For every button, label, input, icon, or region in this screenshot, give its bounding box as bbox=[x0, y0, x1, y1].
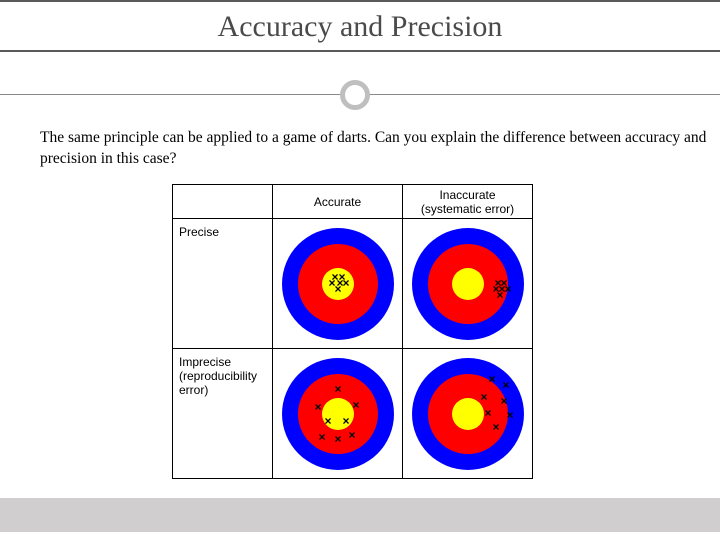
svg-text:×: × bbox=[500, 394, 507, 408]
col-header-0: Accurate bbox=[273, 185, 403, 219]
row-header-0: Precise bbox=[173, 219, 273, 349]
svg-text:×: × bbox=[334, 282, 341, 296]
svg-text:×: × bbox=[496, 288, 503, 302]
footer-band bbox=[0, 498, 720, 532]
svg-text:×: × bbox=[352, 398, 359, 412]
svg-text:×: × bbox=[334, 382, 341, 396]
ring-icon bbox=[340, 80, 370, 110]
svg-text:×: × bbox=[334, 432, 341, 446]
svg-text:×: × bbox=[318, 430, 325, 444]
target: ×××××× bbox=[282, 228, 394, 340]
target-cell-r1-c1: ××××××× bbox=[403, 349, 533, 479]
target: ×××××× bbox=[412, 228, 524, 340]
svg-text:×: × bbox=[502, 378, 509, 392]
body-text: The same principle can be applied to a g… bbox=[40, 128, 710, 170]
svg-text:×: × bbox=[342, 414, 349, 428]
target-cell-r0-c0: ×××××× bbox=[273, 219, 403, 349]
target: ××××××× bbox=[412, 358, 524, 470]
svg-text:×: × bbox=[504, 282, 511, 296]
diagram-grid: AccurateInaccurate (systematic error) Pre… bbox=[172, 184, 533, 479]
svg-text:×: × bbox=[484, 406, 491, 420]
target-cell-r0-c1: ×××××× bbox=[403, 219, 533, 349]
svg-text:×: × bbox=[488, 372, 495, 386]
svg-text:×: × bbox=[348, 428, 355, 442]
svg-text:×: × bbox=[492, 420, 499, 434]
row-header-1: Imprecise (reproducibility error) bbox=[173, 349, 273, 479]
svg-text:×: × bbox=[506, 408, 513, 422]
slide-title: Accuracy and Precision bbox=[0, 10, 720, 44]
svg-text:×: × bbox=[480, 390, 487, 404]
target: ×××××××× bbox=[282, 358, 394, 470]
svg-text:×: × bbox=[314, 400, 321, 414]
grid-corner bbox=[173, 185, 273, 219]
col-header-1: Inaccurate (systematic error) bbox=[403, 185, 533, 219]
svg-text:×: × bbox=[342, 276, 349, 290]
accuracy-precision-diagram: AccurateInaccurate (systematic error) Pre… bbox=[172, 184, 552, 484]
target-cell-r1-c0: ×××××××× bbox=[273, 349, 403, 479]
svg-text:×: × bbox=[324, 414, 331, 428]
